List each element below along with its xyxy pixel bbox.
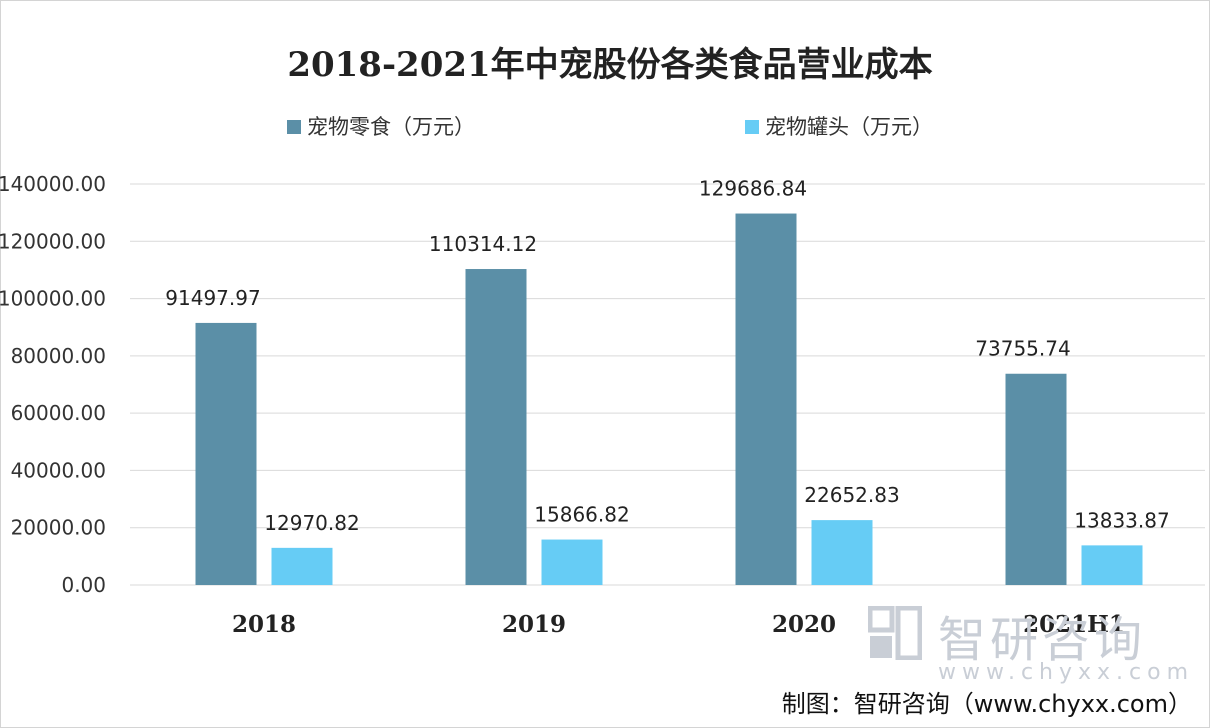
y-tick-label: 100000.00 (0, 287, 106, 311)
y-tick-label: 0.00 (61, 573, 106, 597)
data-label: 73755.74 (975, 337, 1070, 361)
data-label: 110314.12 (429, 232, 537, 256)
x-tick-label: 2021H1 (1023, 611, 1125, 638)
legend: 宠物零食（万元） 宠物罐头（万元） (287, 115, 933, 139)
bar-cans (811, 520, 873, 585)
legend-label-snacks: 宠物零食（万元） (307, 115, 475, 139)
y-tick-label: 120000.00 (0, 229, 106, 253)
data-labels: 91497.97 12970.82 110314.12 15866.82 129686.… (165, 177, 1169, 535)
x-tick-label: 2019 (502, 611, 566, 638)
y-tick-label: 20000.00 (11, 516, 106, 540)
watermark-logo-icon (867, 605, 923, 664)
watermark-name: 智研咨询 (938, 612, 1147, 668)
bar-cans (1081, 545, 1143, 585)
bar-snacks (735, 213, 797, 585)
y-tick-label: 60000.00 (11, 401, 106, 425)
data-label: 129686.84 (699, 177, 807, 201)
data-label: 91497.97 (165, 286, 260, 310)
x-tick-label: 2020 (772, 611, 836, 638)
data-label: 12970.82 (264, 511, 359, 535)
x-axis: 2018 2019 2020 2021H1 (232, 611, 1125, 638)
bar-snacks (1005, 373, 1067, 585)
legend-swatch-cans (745, 120, 759, 134)
y-tick-label: 40000.00 (11, 458, 106, 482)
data-label: 22652.83 (804, 483, 899, 507)
bar-snacks (465, 269, 527, 585)
data-label: 13833.87 (1074, 508, 1169, 532)
chart-title: 2018-2021年中宠股份各类食品营业成本 (287, 45, 932, 85)
bar-cans (541, 539, 603, 585)
y-tick-label: 140000.00 (0, 172, 106, 196)
y-axis: 0.00 20000.00 40000.00 60000.00 80000.00 1000… (0, 172, 106, 597)
bar-snacks (195, 322, 257, 585)
watermark-url: www.chyxx.com (938, 660, 1195, 685)
bar-cans (271, 547, 333, 585)
legend-label-cans: 宠物罐头（万元） (765, 115, 933, 139)
legend-swatch-snacks (287, 120, 301, 134)
y-tick-label: 80000.00 (11, 344, 106, 368)
x-tick-label: 2018 (232, 611, 296, 638)
bars (195, 213, 1143, 585)
chart-credit: 制图：智研咨询（www.chyxx.com） (781, 690, 1192, 718)
data-label: 15866.82 (534, 503, 629, 527)
